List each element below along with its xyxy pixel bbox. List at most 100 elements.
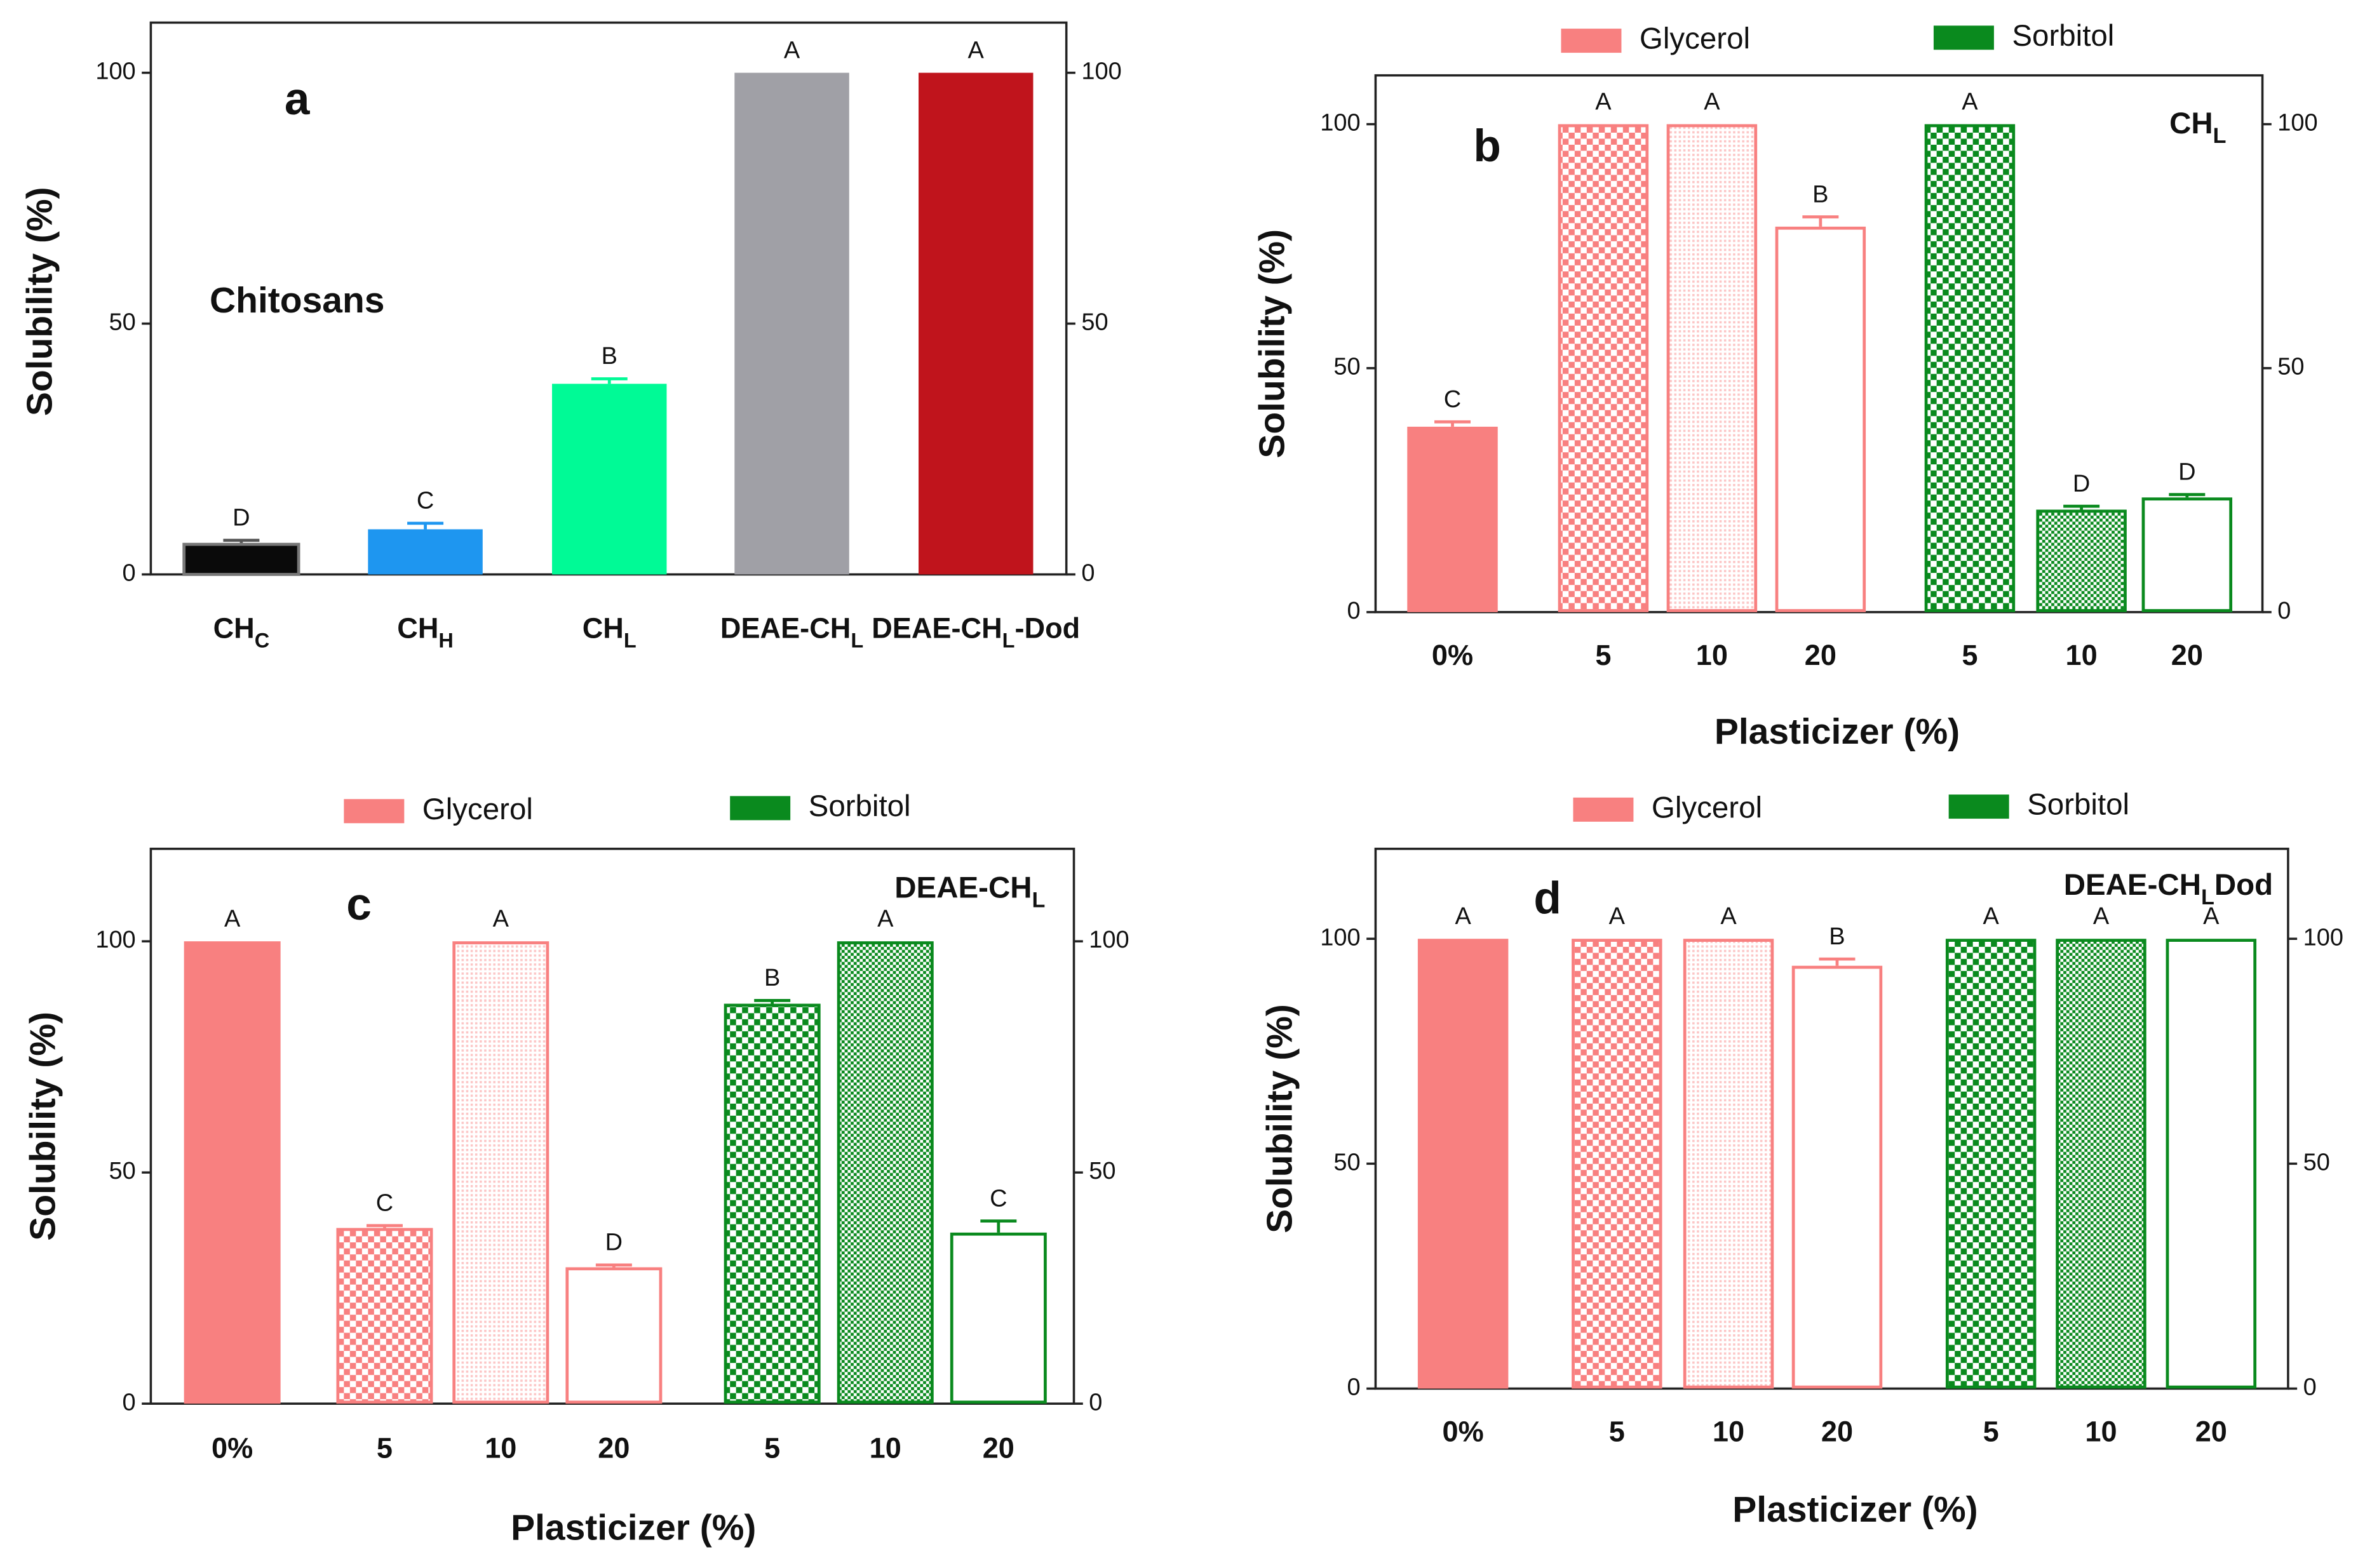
- text-part: CH: [397, 612, 438, 644]
- bar: [1924, 124, 2016, 612]
- y-tick-label: 0: [123, 1389, 136, 1416]
- significance-letter: C: [1444, 386, 1461, 413]
- bar: [1417, 939, 1509, 1389]
- x-tick-label: 20: [983, 1432, 1014, 1464]
- significance-letter: B: [764, 965, 780, 991]
- significance-letter: B: [1812, 181, 1828, 208]
- y-tick-label: 0: [1347, 598, 1361, 624]
- x-tick-label: 5: [1595, 639, 1611, 671]
- y2-tick-label: 100: [2303, 924, 2343, 951]
- text-part: DEAE-CH: [872, 612, 1002, 644]
- legend-label: Glycerol: [422, 793, 533, 826]
- y2-tick-label: 100: [2277, 110, 2317, 137]
- significance-letter: A: [1720, 903, 1737, 930]
- y-tick-label: 0: [1347, 1374, 1361, 1401]
- y2-tick-label: 100: [1089, 927, 1129, 953]
- significance-letter: A: [224, 906, 241, 932]
- legend-label: Glycerol: [1640, 22, 1750, 56]
- y-tick-label: 100: [1320, 924, 1360, 951]
- bar: [2036, 509, 2127, 612]
- bar: [1683, 939, 1774, 1389]
- significance-letter: C: [417, 488, 434, 514]
- y-tick-label: 50: [1333, 354, 1360, 380]
- x-tick-label: 10: [1713, 1416, 1744, 1448]
- panel-label: d: [1533, 873, 1561, 923]
- plot-frame: [1374, 847, 2289, 1390]
- x-tick-label: 5: [377, 1432, 393, 1464]
- text-part: -Dod: [1015, 612, 1081, 644]
- significance-letter: A: [2203, 903, 2220, 930]
- y2-tick-label: 50: [1089, 1158, 1115, 1184]
- text-part: DEAE-CH: [894, 871, 1032, 904]
- y2-tick-label: 100: [1081, 58, 1121, 85]
- bar: [565, 1267, 663, 1404]
- bar: [918, 72, 1034, 575]
- x-tick-label: 20: [598, 1432, 630, 1464]
- bar: [1666, 124, 1758, 612]
- x-tick-label: 10: [485, 1432, 516, 1464]
- bar: [724, 1003, 821, 1404]
- y-tick-label: 100: [95, 58, 135, 85]
- x-tick-label: 10: [1696, 639, 1728, 671]
- legend-label: Glycerol: [1652, 791, 1762, 824]
- significance-letter: D: [232, 505, 250, 532]
- legend-label: Sorbitol: [2027, 788, 2129, 822]
- bar: [1407, 426, 1498, 612]
- significance-letter: A: [1455, 903, 1471, 930]
- y2-tick-label: 0: [1089, 1389, 1102, 1416]
- significance-letter: B: [1829, 923, 1845, 950]
- x-tick-label: DEAE-CHL-Dod: [872, 612, 1080, 652]
- significance-letter: A: [1704, 88, 1720, 115]
- bar: [1775, 226, 1866, 612]
- bar: [734, 72, 849, 575]
- significance-letter: B: [602, 343, 617, 370]
- x-axis-label: Plasticizer (%): [1715, 711, 1960, 752]
- y-axis-label: Solubility (%): [1259, 1004, 1300, 1233]
- y-axis-label: Solubility (%): [20, 187, 60, 416]
- panel-label: a: [285, 74, 311, 124]
- text-part: C: [255, 629, 269, 652]
- bar: [182, 542, 300, 576]
- y-tick-label: 50: [1333, 1149, 1360, 1176]
- legend-label: Sorbitol: [2012, 19, 2114, 53]
- text-part: L: [624, 629, 637, 652]
- x-tick-label: DEAE-CHL: [720, 612, 863, 652]
- significance-letter: A: [493, 906, 509, 932]
- y2-tick-label: 0: [1081, 560, 1095, 587]
- legend-label: Sorbitol: [809, 789, 911, 823]
- x-tick-label: 20: [2171, 639, 2203, 671]
- x-tick-label: 20: [1805, 639, 1836, 671]
- text-part: L: [851, 629, 863, 652]
- legend-swatch: [1948, 794, 2009, 819]
- significance-letter: C: [376, 1190, 393, 1217]
- x-tick-label: 0%: [212, 1432, 253, 1464]
- panel-note: Chitosans: [210, 280, 384, 321]
- significance-letter: A: [1983, 903, 1999, 930]
- significance-letter: A: [968, 37, 985, 64]
- x-axis-label: Plasticizer (%): [511, 1508, 756, 1548]
- text-part: CH: [2169, 107, 2213, 140]
- x-tick-label: 10: [2085, 1416, 2117, 1448]
- x-tick-label: 10: [2066, 639, 2098, 671]
- bar: [552, 384, 667, 575]
- significance-letter: A: [877, 906, 894, 932]
- significance-letter: A: [1962, 88, 1978, 115]
- text-part: L: [1032, 888, 1046, 913]
- x-tick-label: 5: [764, 1432, 780, 1464]
- text-part: CH: [213, 612, 255, 644]
- x-tick-label: CHH: [397, 612, 454, 652]
- x-tick-label: 20: [2195, 1416, 2227, 1448]
- bar: [2166, 939, 2257, 1389]
- legend-swatch: [1933, 25, 1994, 50]
- legend-swatch: [1573, 797, 1634, 822]
- x-tick-label: 10: [870, 1432, 901, 1464]
- bar: [950, 1232, 1047, 1404]
- bar: [837, 941, 934, 1404]
- y2-tick-label: 50: [2277, 354, 2304, 380]
- significance-letter: A: [1595, 88, 1612, 115]
- bar: [452, 941, 549, 1404]
- bar: [2056, 939, 2146, 1389]
- text-part: L: [2213, 124, 2227, 148]
